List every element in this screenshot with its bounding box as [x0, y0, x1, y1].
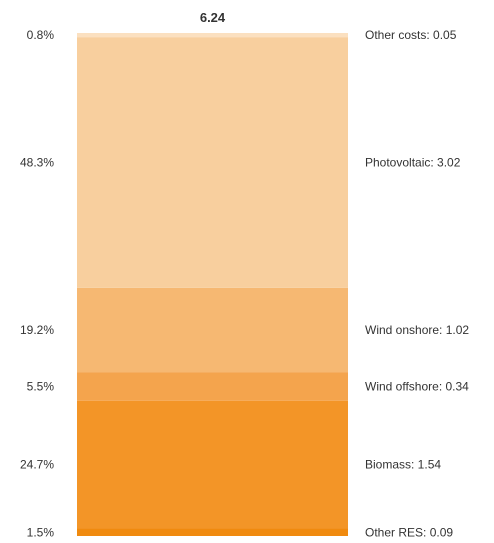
value-label-biomass: Biomass: 1.54 [365, 458, 441, 472]
segment-other-costs [77, 33, 348, 38]
pct-label-photovoltaic: 48.3% [20, 155, 54, 169]
segment-biomass [77, 400, 348, 529]
pct-label-wind-offshore: 5.5% [27, 380, 55, 394]
pct-label-other-res: 1.5% [27, 525, 55, 539]
pct-label-biomass: 24.7% [20, 458, 54, 472]
value-label-other-res: Other RES: 0.09 [365, 525, 453, 539]
value-label-photovoltaic: Photovoltaic: 3.02 [365, 155, 461, 169]
pct-label-wind-onshore: 19.2% [20, 323, 54, 337]
pct-label-other-costs: 0.8% [27, 28, 55, 42]
segment-wind-onshore [77, 287, 348, 373]
total-value-label: 6.24 [200, 10, 226, 25]
segment-value-labels: Other RES: 0.09 Biomass: 1.54 Wind offshor… [365, 28, 469, 539]
value-label-wind-offshore: Wind offshore: 0.34 [365, 380, 469, 394]
segment-other-res [77, 528, 348, 536]
value-label-other-costs: Other costs: 0.05 [365, 28, 457, 42]
value-label-wind-onshore: Wind onshore: 1.02 [365, 323, 469, 337]
segment-wind-offshore [77, 372, 348, 401]
segment-photovoltaic [77, 37, 348, 288]
bar-segments [77, 33, 348, 536]
percentage-labels: 1.5% 24.7% 5.5% 19.2% 48.3% 0.8% [20, 28, 54, 539]
